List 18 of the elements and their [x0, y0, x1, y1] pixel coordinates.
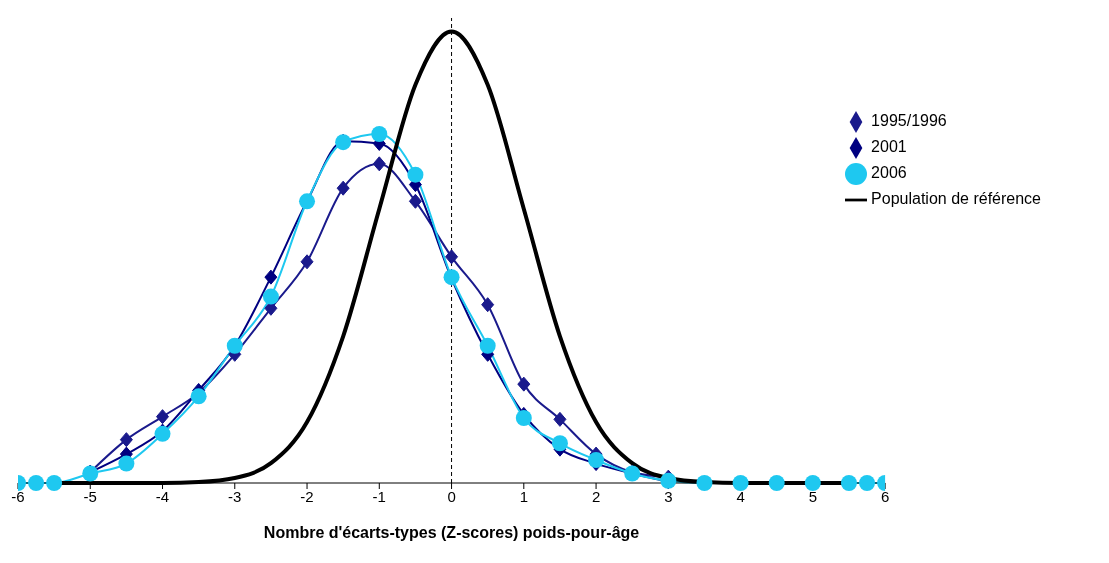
x-tick-label: 6	[880, 487, 890, 505]
x-tick-label: -5	[83, 487, 97, 505]
legend-label: 1995/1996	[871, 112, 947, 129]
x-tick-label: -2	[300, 487, 314, 505]
x-tick-label: 3	[664, 487, 673, 505]
x-tick-label: -6	[11, 487, 25, 505]
x-tick-label: 4	[736, 487, 745, 505]
x-tick-label: -4	[155, 487, 170, 505]
x-tick-label: 0	[447, 487, 456, 505]
x-tick-label: 2	[591, 487, 601, 505]
legend-label: Population de référence	[871, 190, 1041, 207]
x-tick-label: 1	[519, 487, 528, 505]
x-tick-label: 5	[808, 487, 818, 505]
x-tick-label: -3	[228, 487, 242, 505]
legend-label: 2006	[871, 164, 907, 181]
x-tick-label: -1	[372, 487, 386, 505]
x-axis-title: Nombre d'écarts-types (Z-scores) poids-pour-âge	[263, 524, 640, 541]
legend-label: 2001	[871, 138, 907, 155]
